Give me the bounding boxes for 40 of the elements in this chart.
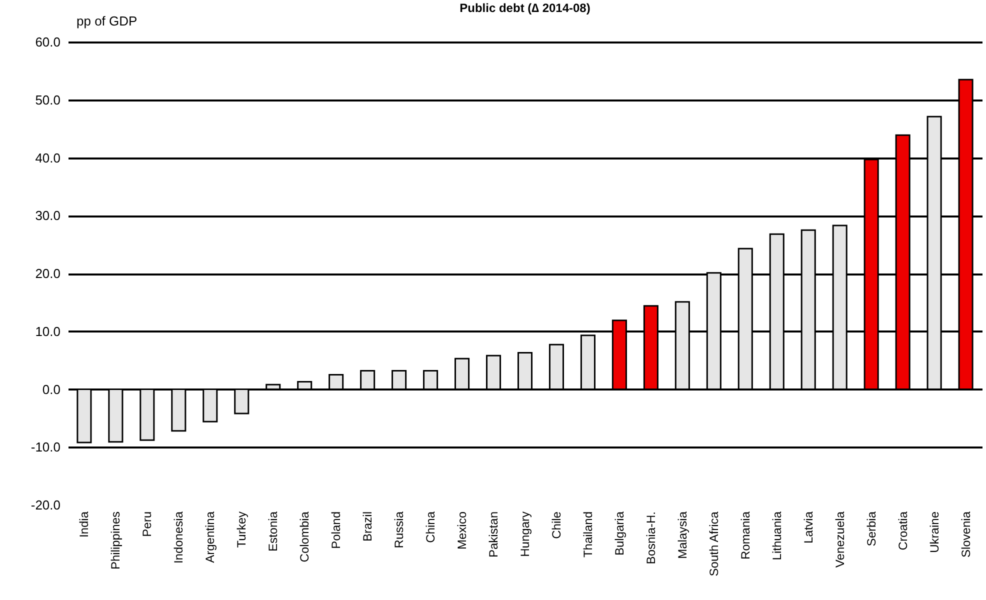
x-tick-label: Mexico <box>455 511 470 550</box>
x-tick-label: Serbia <box>864 511 878 546</box>
x-tick-label: Poland <box>329 512 344 549</box>
y-tick-label: 60.0 <box>35 34 60 50</box>
x-tick-label: Argentina <box>203 511 218 563</box>
x-tick-label: Romania <box>738 511 752 560</box>
y-tick-label: -10.0 <box>30 440 60 455</box>
y-tick-label: 10.0 <box>35 324 60 339</box>
x-tick-label: Venezuela <box>832 511 847 568</box>
y-tick-label: 20.0 <box>35 266 60 281</box>
x-tick-label: Croatia <box>896 511 910 550</box>
x-tick-label: Bosnia-H. <box>644 512 658 564</box>
y-tick-label: 40.0 <box>35 150 60 166</box>
x-tick-label: Bulgaria <box>612 511 626 556</box>
x-tick-label: Colombia <box>298 511 312 562</box>
x-tick-label: Turkey <box>234 512 249 548</box>
x-tick-label: South Africa <box>706 511 721 576</box>
x-tick-label: Brazil <box>360 512 375 542</box>
x-tick-label: Philippines <box>108 512 123 570</box>
y-tick-label: 50.0 <box>35 92 60 108</box>
y-tick-label: 0.0 <box>42 382 60 397</box>
x-tick-label: Pakistan <box>486 512 501 558</box>
x-tick-label: Latvia <box>801 511 816 544</box>
y-tick-label: 30.0 <box>35 208 60 224</box>
x-tick-label: Ukraine <box>927 511 942 553</box>
x-tick-label: Lithuania <box>770 511 784 560</box>
x-tick-label: India <box>77 511 92 538</box>
x-tick-label: Estonia <box>266 511 280 552</box>
chart-title: Public debt (∆ 2014-08) <box>460 1 590 15</box>
y-tick-label: -20.0 <box>30 498 60 512</box>
x-tick-label: Russia <box>392 511 406 548</box>
y-axis-title: pp of GDP <box>76 14 138 28</box>
x-tick-label: Indonesia <box>172 511 186 564</box>
x-tick-label: Slovenia <box>958 511 973 558</box>
x-tick-label: Hungary <box>518 512 532 557</box>
x-tick-label: Peru <box>140 512 154 537</box>
x-tick-label: Thailand <box>580 512 595 558</box>
x-tick-label: Chile <box>549 511 564 539</box>
x-tick-label: China <box>424 511 438 543</box>
x-tick-label: Malaysia <box>675 511 690 559</box>
